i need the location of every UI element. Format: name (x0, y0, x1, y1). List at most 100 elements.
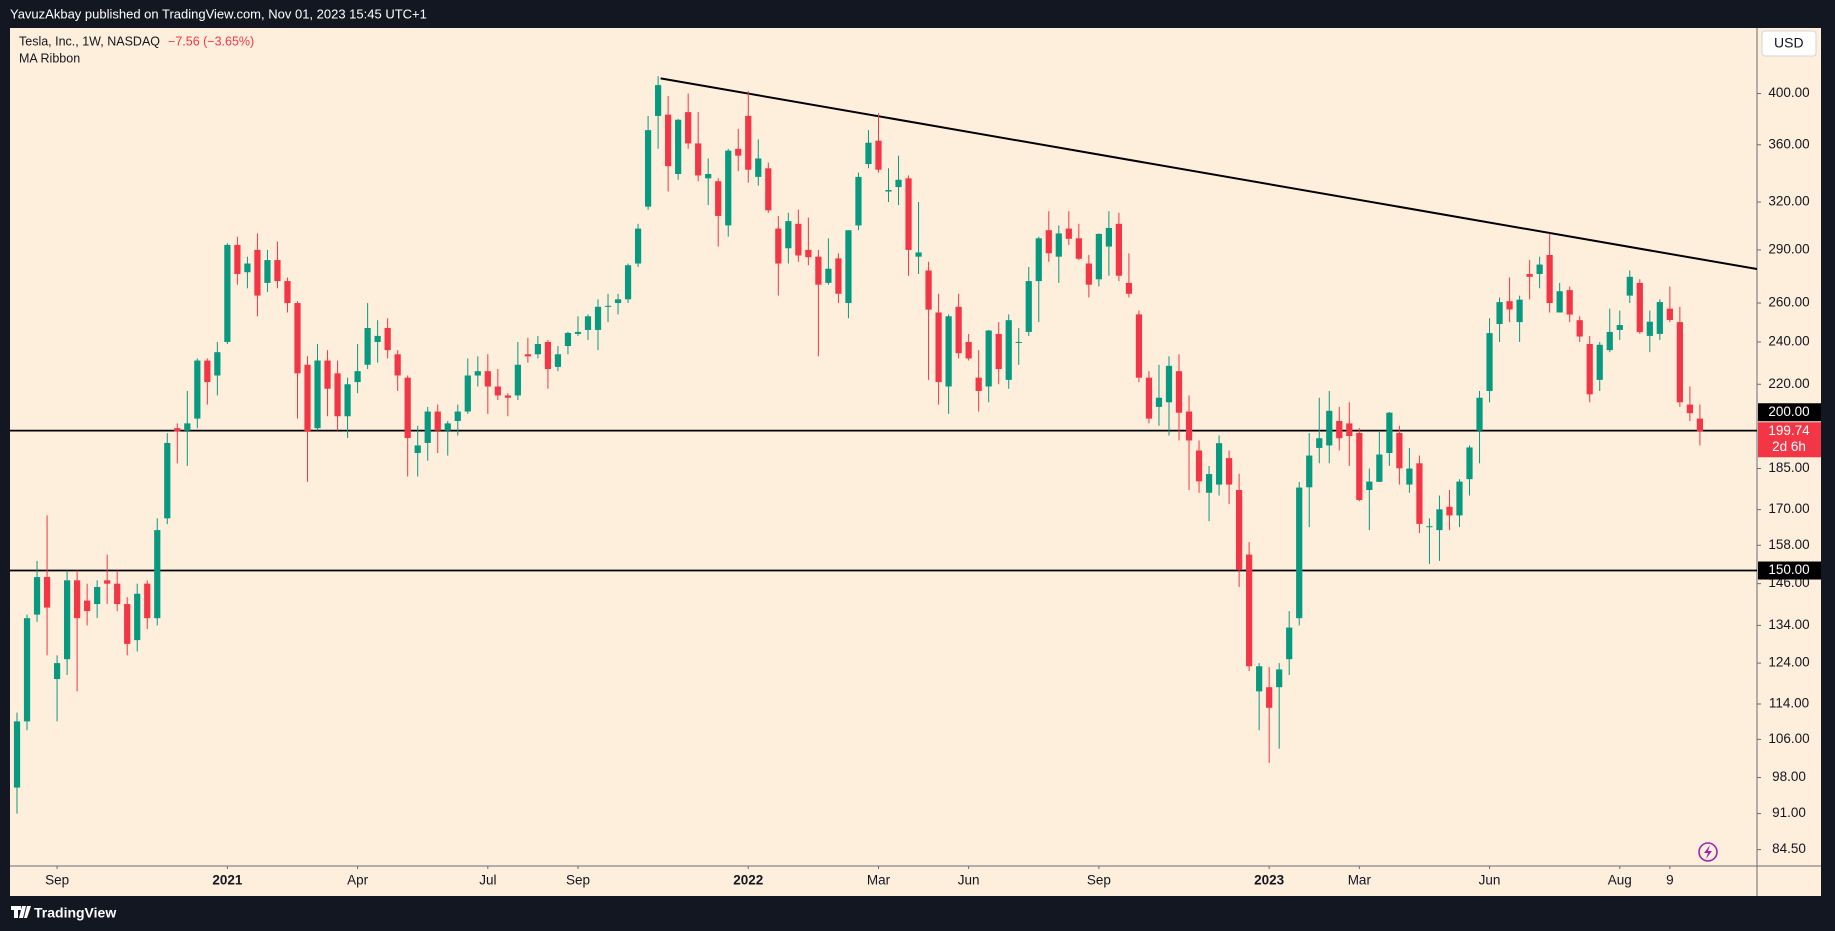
candle-body (1386, 412, 1393, 454)
candle-body (1065, 228, 1072, 239)
candle-body (715, 181, 722, 216)
candle-body (374, 335, 381, 342)
candle-body (304, 364, 311, 432)
candle-body (695, 143, 702, 176)
x-tick-label: 9 (1666, 873, 1674, 888)
lightning-circle[interactable] (1698, 842, 1718, 862)
bar-countdown: 2d 6h (1772, 439, 1806, 454)
candle-body (1185, 411, 1193, 441)
candle-body (1596, 344, 1603, 380)
candle-body (1256, 666, 1263, 692)
x-tick-label: Jun (958, 873, 980, 888)
logo-mark[interactable] (11, 906, 31, 918)
candle-body (624, 265, 632, 300)
currency[interactable]: USD (1774, 35, 1804, 51)
y-tick-label: 360.00 (1768, 136, 1809, 151)
candle-body (494, 386, 501, 396)
candle-body (334, 373, 341, 417)
candle-body (915, 252, 922, 257)
candle-body (755, 158, 762, 177)
candle-body (1025, 281, 1032, 332)
candle-body (1346, 423, 1353, 436)
candle-body (1646, 321, 1653, 336)
candle-body (13, 721, 21, 788)
candle-body (644, 130, 652, 207)
candle-body (444, 423, 451, 431)
candle-body (384, 327, 391, 351)
x-tick-label: 2022 (733, 873, 763, 888)
currency-box[interactable] (1761, 30, 1817, 57)
candle-body (23, 618, 31, 722)
candle-body (194, 360, 201, 419)
candle-body (364, 327, 371, 365)
candle-body (274, 260, 281, 282)
candle-body (94, 587, 101, 605)
candle-body (1336, 420, 1343, 439)
candle-body (1105, 227, 1112, 247)
candle-body (1496, 302, 1503, 325)
candle-body (1236, 490, 1243, 570)
candle-body (1406, 468, 1413, 485)
candle-body (514, 364, 521, 396)
candle-body (735, 148, 742, 156)
candle-body (855, 176, 862, 226)
y-tick-label: 220.00 (1768, 376, 1809, 391)
footer-brand[interactable]: TradingView (34, 905, 116, 921)
candle-body (775, 228, 782, 264)
candle-body (1436, 509, 1443, 531)
lightning-bolt[interactable] (1704, 845, 1712, 859)
candle-body (1005, 320, 1012, 380)
candle-body (1676, 322, 1683, 403)
candle-body (1266, 687, 1273, 708)
candle-body (665, 114, 672, 167)
candle-body (1296, 487, 1303, 619)
y-tick-label: 185.00 (1768, 460, 1809, 475)
candle-body (394, 354, 401, 376)
candle-body (1316, 438, 1323, 448)
y-tick-label: 98.00 (1772, 769, 1806, 784)
x-tick-label: Sep (566, 873, 590, 888)
candle-body (995, 333, 1002, 370)
indicator-legend[interactable]: MA Ribbon (19, 51, 80, 65)
candle-body (484, 371, 491, 387)
candle-body (1666, 308, 1673, 320)
candle-body (314, 360, 321, 429)
candle-body (1356, 433, 1363, 501)
candle-body (1366, 481, 1373, 491)
lightning-icon[interactable] (1698, 842, 1718, 862)
candle-body (1095, 233, 1102, 280)
candle-body (254, 249, 261, 296)
candle-body (594, 306, 602, 330)
candle-body (554, 354, 562, 367)
line-price-box (1758, 561, 1821, 580)
candle-body (885, 190, 892, 192)
footer-logo[interactable]: TradingView (11, 905, 116, 921)
candle-body (74, 580, 81, 619)
candle-body (835, 258, 842, 294)
candle-body (1456, 481, 1463, 516)
line-price-box (1758, 403, 1821, 422)
candle-body (725, 150, 732, 226)
candle-body (1045, 230, 1052, 254)
candle-body (1696, 418, 1704, 432)
candle-body (214, 352, 221, 376)
candle-body (1556, 291, 1563, 313)
candle-body (925, 270, 932, 310)
candle-body (1466, 447, 1473, 480)
candle-body (174, 428, 181, 432)
candle-body (604, 305, 612, 307)
candle-body (1035, 238, 1042, 282)
candle-body (1506, 301, 1513, 310)
candle-body (1416, 463, 1423, 524)
candle-body (434, 411, 441, 431)
candle-body (104, 580, 111, 584)
candle-body (875, 140, 882, 170)
y-tick-label: 320.00 (1768, 194, 1809, 209)
candle-body (234, 244, 241, 274)
candle-body (825, 268, 832, 283)
y-tick-label: 91.00 (1772, 805, 1806, 820)
candle-body (634, 228, 642, 264)
x-tick-label: Jun (1479, 873, 1501, 888)
candle-body (935, 312, 942, 383)
candle-body (224, 244, 231, 342)
